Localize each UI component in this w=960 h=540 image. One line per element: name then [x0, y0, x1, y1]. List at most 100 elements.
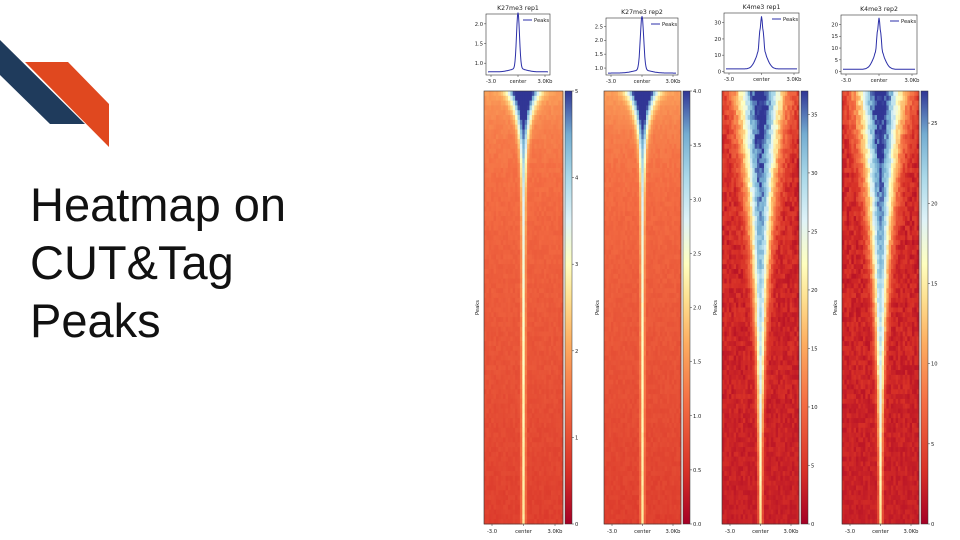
heatmap-cell: [650, 331, 654, 337]
heatmap-cell: [495, 384, 499, 390]
heatmap-cell: [493, 259, 497, 265]
heatmap-cell: [505, 177, 509, 183]
heatmap-cell: [503, 148, 506, 154]
heatmap-cell: [648, 273, 652, 280]
heatmap-cell: [653, 196, 656, 203]
heatmap-cell: [632, 317, 635, 323]
heatmap-cell: [543, 447, 547, 453]
heatmap-cell: [488, 514, 492, 520]
heatmap-cell: [650, 225, 654, 231]
heatmap-cell: [653, 148, 656, 154]
heatmap-cell: [541, 163, 545, 169]
heatmap-cell: [608, 105, 612, 111]
heatmap-cell: [491, 216, 494, 222]
heatmap-cell: [517, 398, 521, 405]
heatmap-cell: [657, 182, 661, 188]
heatmap-cell: [604, 240, 607, 246]
heatmap-cell: [515, 427, 518, 433]
heatmap-cell: [503, 321, 506, 328]
heatmap-cell: [608, 307, 612, 313]
heatmap-cell: [524, 148, 528, 154]
heatmap-cell: [662, 95, 666, 102]
heatmap-cell: [484, 447, 487, 453]
heatmap-cell: [519, 408, 523, 414]
heatmap-cell: [515, 240, 518, 246]
heatmap-cell: [510, 514, 514, 520]
heatmap-cell: [615, 115, 619, 121]
heatmap-cell: [615, 244, 619, 251]
heatmap-cell: [484, 331, 487, 337]
heatmap-cell: [546, 216, 550, 222]
heatmap-cell: [491, 350, 494, 357]
heatmap-cell: [613, 225, 617, 231]
heatmap-cell: [634, 288, 638, 294]
heatmap-cell: [541, 326, 545, 332]
heatmap-cell: [493, 321, 497, 328]
heatmap-cell: [486, 264, 490, 270]
heatmap-cell: [657, 355, 661, 361]
heatmap-cell: [676, 110, 680, 116]
heatmap-cell: [515, 254, 518, 260]
heatmap-cell: [510, 235, 514, 241]
heatmap-cell: [660, 206, 663, 212]
heatmap-cell: [543, 254, 547, 260]
heatmap-cell: [636, 134, 640, 140]
heatmap-cell: [555, 326, 559, 332]
heatmap-cell: [662, 91, 666, 97]
heatmap-cell: [524, 499, 528, 506]
heatmap-cell: [517, 427, 521, 433]
heatmap-cell: [632, 264, 635, 270]
heatmap-cell: [536, 100, 540, 106]
heatmap-cell: [546, 196, 550, 203]
heatmap-cell: [503, 398, 506, 405]
heatmap-cell: [515, 365, 518, 371]
heatmap-cell: [527, 220, 530, 227]
heatmap-cell: [662, 278, 666, 284]
heatmap-cell: [539, 163, 542, 169]
heatmap-cell: [555, 297, 559, 304]
heatmap-cell: [484, 158, 487, 164]
heatmap-cell: [527, 456, 530, 462]
heatmap-cell: [484, 129, 487, 135]
heatmap-cell: [527, 326, 530, 332]
heatmap-cell: [648, 110, 652, 116]
heatmap-cell: [515, 288, 518, 294]
colorbar-tick-label: 2: [575, 349, 578, 355]
heatmap-cell: [643, 100, 647, 106]
heatmap-cell: [669, 182, 673, 188]
heatmap-cell: [486, 211, 490, 217]
heatmap-cell: [613, 259, 617, 265]
heatmap-cell: [527, 370, 530, 376]
heatmap-cell: [491, 471, 494, 477]
heatmap-cell: [643, 244, 647, 251]
heatmap-cell: [548, 172, 552, 178]
heatmap-cell: [639, 129, 642, 135]
heatmap-cell: [517, 230, 521, 236]
heatmap-cell: [541, 182, 545, 188]
heatmap-cell: [650, 235, 654, 241]
heatmap-cell: [491, 360, 494, 366]
heatmap-cell: [660, 216, 663, 222]
heatmap-cell: [519, 442, 523, 448]
heatmap-cell: [503, 288, 506, 294]
heatmap-cell: [546, 167, 550, 174]
heatmap-cell: [629, 230, 633, 236]
heatmap-cell: [558, 370, 561, 376]
heatmap-cell: [657, 124, 661, 130]
heatmap-cell: [620, 293, 624, 299]
heatmap-cell: [515, 196, 518, 203]
heatmap-cell: [524, 519, 528, 525]
heatmap-cell: [643, 230, 647, 236]
heatmap-cell: [650, 158, 654, 164]
heatmap-cell: [493, 499, 497, 506]
heatmap-cell: [620, 192, 624, 198]
heatmap-cell: [662, 105, 666, 111]
heatmap-cell: [500, 201, 504, 207]
heatmap-cell: [488, 278, 492, 284]
heatmap-cell: [636, 115, 640, 121]
heatmap-cell: [519, 379, 523, 385]
heatmap-cell: [539, 307, 542, 313]
heatmap-cell: [604, 374, 607, 381]
heatmap-cell: [539, 273, 542, 280]
heatmap-cell: [555, 134, 559, 140]
